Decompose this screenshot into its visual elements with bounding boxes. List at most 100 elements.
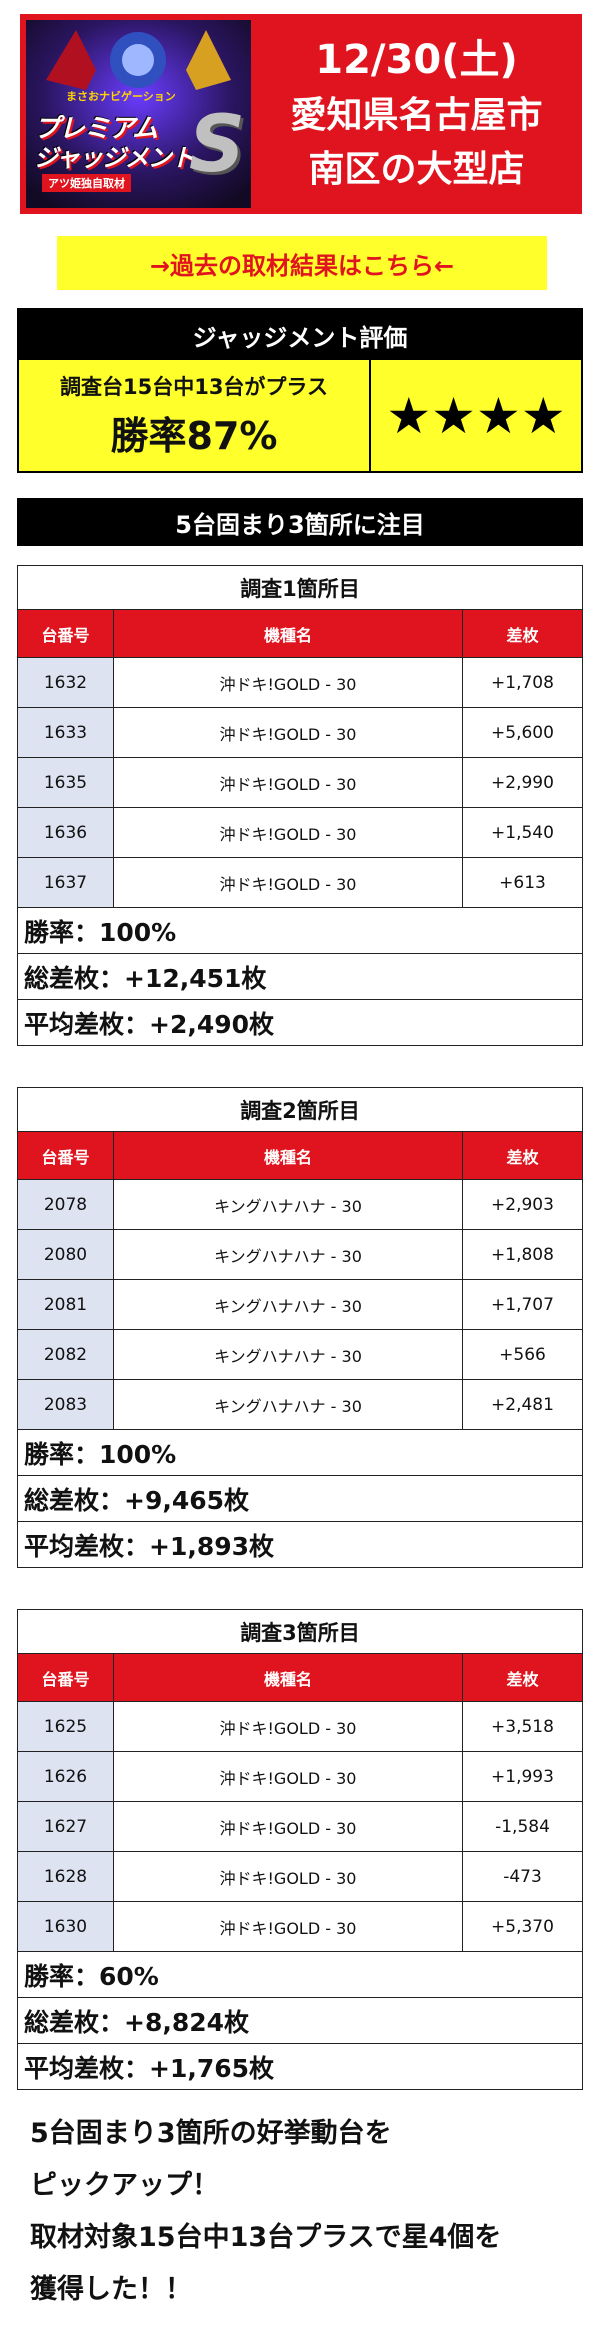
section-win-rate: 勝率：100% — [17, 907, 583, 954]
star-rating-icon: ★★★★ — [371, 360, 581, 471]
machine-name: 沖ドキ!GOLD - 30 — [113, 1901, 463, 1952]
machine-number: 1628 — [17, 1851, 114, 1902]
section-title: 調査2箇所目 — [17, 1087, 583, 1132]
machine-name: キングハナハナ - 30 — [113, 1229, 463, 1280]
coin-difference: +1,993 — [462, 1751, 583, 1802]
section-total-diff: 総差枚：+8,824枚 — [17, 1997, 583, 2044]
coin-difference: +5,370 — [462, 1901, 583, 1952]
summary-line: 取材対象15台中13台プラスで星4個を — [30, 2222, 502, 2253]
logo-line-4: アツ姫独自取材 — [42, 174, 131, 192]
logo-line-1: まさおナビゲーション — [66, 90, 176, 103]
column-header-diff: 差枚 — [462, 609, 583, 658]
coin-difference: +2,990 — [462, 757, 583, 808]
machine-number: 1625 — [17, 1701, 114, 1752]
machine-number: 2081 — [17, 1279, 114, 1330]
column-header-number: 台番号 — [17, 609, 114, 658]
machine-name: キングハナハナ - 30 — [113, 1329, 463, 1380]
table-row: 1632 沖ドキ!GOLD - 30 +1,708 — [17, 657, 583, 708]
evaluation-box: ジャッジメント評価 調査台15台中13台がプラス 勝率87% ★★★★ — [17, 308, 583, 473]
machine-number: 1627 — [17, 1801, 114, 1852]
coin-difference: +566 — [462, 1329, 583, 1380]
table-row: 1630 沖ドキ!GOLD - 30 +5,370 — [17, 1901, 583, 1952]
survey-section-3: 調査3箇所目 台番号 機種名 差枚 1625 沖ドキ!GOLD - 30 +3,… — [17, 1609, 583, 2090]
section-title: 調査3箇所目 — [17, 1609, 583, 1654]
section-total-diff: 総差枚：+12,451枚 — [17, 953, 583, 1000]
summary-text: 5台固まり3箇所の好挙動台を ピックアップ！ 取材対象15台中13台プラスで星4… — [30, 2108, 580, 2316]
table-row: 2078 キングハナハナ - 30 +2,903 — [17, 1179, 583, 1230]
machine-name: キングハナハナ - 30 — [113, 1279, 463, 1330]
event-date: 12/30(土) — [315, 37, 518, 83]
column-header-machine: 機種名 — [113, 1653, 463, 1702]
machine-name: キングハナハナ - 30 — [113, 1179, 463, 1230]
table-row: 1633 沖ドキ!GOLD - 30 +5,600 — [17, 707, 583, 758]
coin-difference: +1,540 — [462, 807, 583, 858]
table-row: 2082 キングハナハナ - 30 +566 — [17, 1329, 583, 1380]
location-line-2: 南区の大型店 — [308, 149, 525, 190]
notice-banner: 5台固まり3箇所に注目 — [17, 498, 583, 546]
column-header-number: 台番号 — [17, 1653, 114, 1702]
machine-number: 2083 — [17, 1379, 114, 1430]
coin-difference: +2,903 — [462, 1179, 583, 1230]
evaluation-result: 調査台15台中13台がプラス 勝率87% — [19, 360, 371, 471]
evaluation-title: ジャッジメント評価 — [19, 310, 581, 360]
coin-difference: +1,808 — [462, 1229, 583, 1280]
table-row: 1627 沖ドキ!GOLD - 30 -1,584 — [17, 1801, 583, 1852]
machine-number: 2082 — [17, 1329, 114, 1380]
survey-section-2: 調査2箇所目 台番号 機種名 差枚 2078 キングハナハナ - 30 +2,9… — [17, 1087, 583, 1568]
premium-judgment-logo: まさおナビゲーション プレミアム ジャッジメント アツ姫独自取材 S — [26, 20, 251, 208]
table-row: 1628 沖ドキ!GOLD - 30 -473 — [17, 1851, 583, 1902]
machine-name: 沖ドキ!GOLD - 30 — [113, 707, 463, 758]
machine-name: 沖ドキ!GOLD - 30 — [113, 1751, 463, 1802]
machine-name: 沖ドキ!GOLD - 30 — [113, 657, 463, 708]
table-row: 1636 沖ドキ!GOLD - 30 +1,540 — [17, 807, 583, 858]
coin-difference: +613 — [462, 857, 583, 908]
coin-difference: +3,518 — [462, 1701, 583, 1752]
table-row: 2081 キングハナハナ - 30 +1,707 — [17, 1279, 583, 1330]
logo-line-3: ジャッジメント — [34, 144, 195, 172]
section-average-diff: 平均差枚：+2,490枚 — [17, 999, 583, 1046]
header-banner: まさおナビゲーション プレミアム ジャッジメント アツ姫独自取材 S 12/30… — [20, 14, 582, 214]
column-header-machine: 機種名 — [113, 1131, 463, 1180]
evaluation-win-rate: 勝率87% — [110, 414, 278, 458]
column-header-diff: 差枚 — [462, 1131, 583, 1180]
coin-difference: -1,584 — [462, 1801, 583, 1852]
summary-line: 5台固まり3箇所の好挙動台を — [30, 2118, 392, 2149]
coin-difference: +2,481 — [462, 1379, 583, 1430]
machine-name: 沖ドキ!GOLD - 30 — [113, 1851, 463, 1902]
coin-difference: +5,600 — [462, 707, 583, 758]
location-line-1: 愛知県名古屋市 — [290, 95, 543, 136]
machine-name: 沖ドキ!GOLD - 30 — [113, 807, 463, 858]
table-row: 1635 沖ドキ!GOLD - 30 +2,990 — [17, 757, 583, 808]
coin-difference: +1,708 — [462, 657, 583, 708]
machine-number: 1626 — [17, 1751, 114, 1802]
machine-number: 1637 — [17, 857, 114, 908]
table-row: 1626 沖ドキ!GOLD - 30 +1,993 — [17, 1751, 583, 1802]
table-row: 2080 キングハナハナ - 30 +1,808 — [17, 1229, 583, 1280]
past-results-link[interactable]: →過去の取材結果はこちら← — [57, 236, 547, 290]
machine-number: 1630 — [17, 1901, 114, 1952]
section-total-diff: 総差枚：+9,465枚 — [17, 1475, 583, 1522]
survey-section-1: 調査1箇所目 台番号 機種名 差枚 1632 沖ドキ!GOLD - 30 +1,… — [17, 565, 583, 1046]
machine-name: 沖ドキ!GOLD - 30 — [113, 857, 463, 908]
summary-line: 獲得した！！ — [30, 2274, 192, 2305]
machine-name: 沖ドキ!GOLD - 30 — [113, 1801, 463, 1852]
section-win-rate: 勝率：60% — [17, 1951, 583, 1998]
machine-name: 沖ドキ!GOLD - 30 — [113, 757, 463, 808]
summary-line: ピックアップ！ — [30, 2170, 219, 2201]
machine-number: 1635 — [17, 757, 114, 808]
column-header-diff: 差枚 — [462, 1653, 583, 1702]
header-text: 12/30(土) 愛知県名古屋市 南区の大型店 — [251, 14, 582, 214]
section-average-diff: 平均差枚：+1,893枚 — [17, 1521, 583, 1568]
evaluation-summary: 調査台15台中13台がプラス — [59, 375, 329, 399]
machine-number: 1633 — [17, 707, 114, 758]
table-row: 2083 キングハナハナ - 30 +2,481 — [17, 1379, 583, 1430]
table-row: 1637 沖ドキ!GOLD - 30 +613 — [17, 857, 583, 908]
column-header-number: 台番号 — [17, 1131, 114, 1180]
machine-number: 2078 — [17, 1179, 114, 1230]
machine-number: 1636 — [17, 807, 114, 858]
logo-line-2: プレミアム — [34, 114, 158, 144]
coin-difference: -473 — [462, 1851, 583, 1902]
section-average-diff: 平均差枚：+1,765枚 — [17, 2043, 583, 2090]
table-row: 1625 沖ドキ!GOLD - 30 +3,518 — [17, 1701, 583, 1752]
logo-letter: S — [188, 100, 245, 190]
